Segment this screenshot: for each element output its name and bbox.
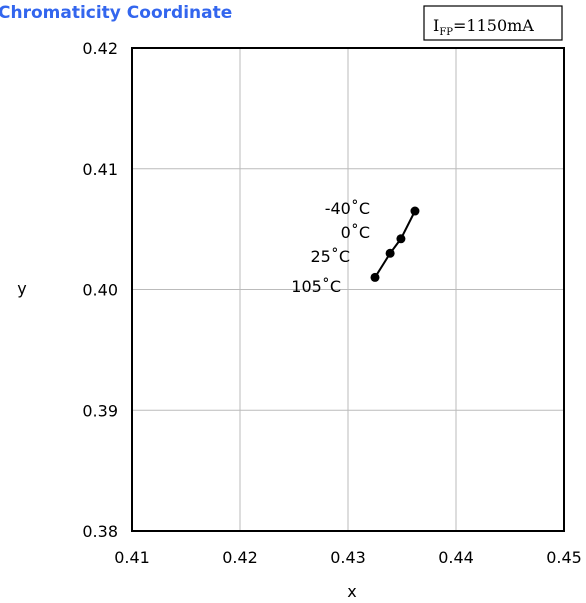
y-tick-label: 0.38 bbox=[82, 522, 118, 541]
y-tick-label: 0.41 bbox=[82, 160, 118, 179]
chart-title: Chromaticity Coordinate bbox=[0, 3, 232, 23]
x-tick-label: 0.41 bbox=[114, 548, 150, 567]
grid bbox=[132, 48, 564, 531]
plot-frame bbox=[131, 47, 565, 532]
legend-box-frame bbox=[423, 5, 563, 41]
y-tick-labels: 0.38 0.39 0.40 0.41 0.42 bbox=[82, 39, 118, 541]
legend-box: IFP=1150mA bbox=[423, 5, 563, 41]
series-group: -40˚C 0˚C 25˚C 105˚C bbox=[291, 199, 420, 296]
legend-text: IFP=1150mA bbox=[433, 16, 534, 38]
legend-rest: =1150mA bbox=[453, 16, 534, 35]
legend-sub: FP bbox=[439, 27, 453, 38]
y-axis-label: y bbox=[17, 279, 26, 298]
x-axis-label: x bbox=[347, 582, 356, 601]
data-point bbox=[410, 206, 420, 216]
y-tick-label: 0.40 bbox=[82, 281, 118, 300]
data-point-label: 0˚C bbox=[341, 223, 370, 242]
data-point bbox=[370, 272, 380, 282]
data-point bbox=[396, 234, 406, 244]
data-point bbox=[385, 248, 395, 258]
data-point-label: 25˚C bbox=[310, 247, 350, 266]
legend-main: I bbox=[433, 16, 439, 35]
y-tick-label: 0.42 bbox=[82, 39, 118, 58]
data-point-label: -40˚C bbox=[325, 199, 370, 218]
x-tick-labels: 0.41 0.42 0.43 0.44 0.45 bbox=[114, 548, 582, 567]
x-tick-label: 0.42 bbox=[222, 548, 258, 567]
data-point-label: 105˚C bbox=[291, 277, 341, 296]
x-tick-label: 0.43 bbox=[330, 548, 366, 567]
x-tick-label: 0.45 bbox=[546, 548, 582, 567]
series-line bbox=[374, 210, 416, 278]
x-tick-label: 0.44 bbox=[438, 548, 474, 567]
y-tick-label: 0.39 bbox=[82, 401, 118, 420]
